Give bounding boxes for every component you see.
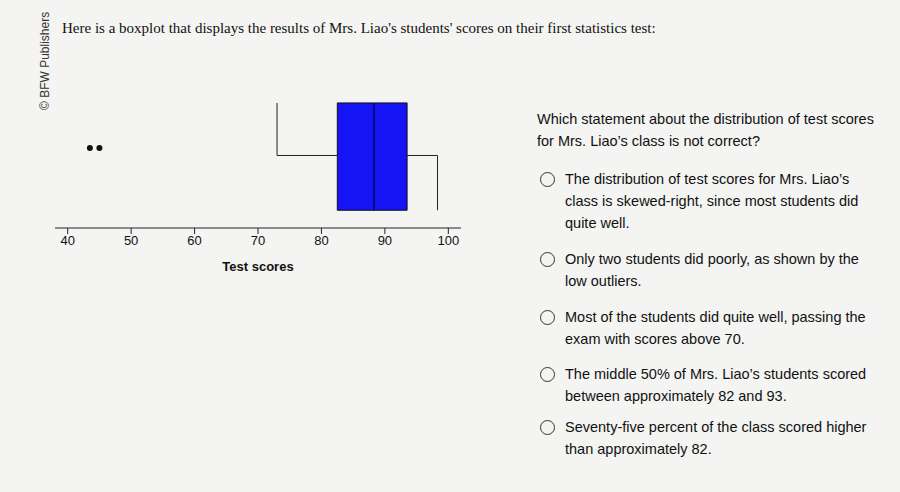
- html-text:Here is a boxplot that display: Here is a boxplot that displays the resu…: [62, 20, 656, 36]
- html-text:Only two students did poorly,: Only two students did poorly, as shown b…: [565, 251, 859, 289]
- svg-text:90: 90: [378, 233, 392, 248]
- svg-text:40: 40: [60, 233, 74, 248]
- svg-text:70: 70: [251, 233, 265, 248]
- html-text:The middle 50% of Mrs. Liao’s: The middle 50% of Mrs. Liao’s students s…: [565, 366, 867, 404]
- html-text:The distribution of test score: The distribution of test scores for Mrs.…: [565, 171, 859, 231]
- html-text:Which statement about the dist: Which statement about the distribution o…: [537, 111, 874, 149]
- html-text:Most of the students did quite: Most of the students did quite well, pas…: [565, 309, 866, 347]
- svg-text:50: 50: [124, 233, 138, 248]
- svg-text:Test scores: Test scores: [222, 259, 293, 273]
- html-text:Seventy-five percent of the cl: Seventy-five percent of the class scored…: [565, 419, 867, 457]
- html-text:© BFW Publishers: © BFW Publishers: [38, 11, 52, 110]
- svg-text:100: 100: [437, 233, 459, 248]
- svg-text:60: 60: [187, 233, 201, 248]
- svg-text:80: 80: [314, 233, 328, 248]
